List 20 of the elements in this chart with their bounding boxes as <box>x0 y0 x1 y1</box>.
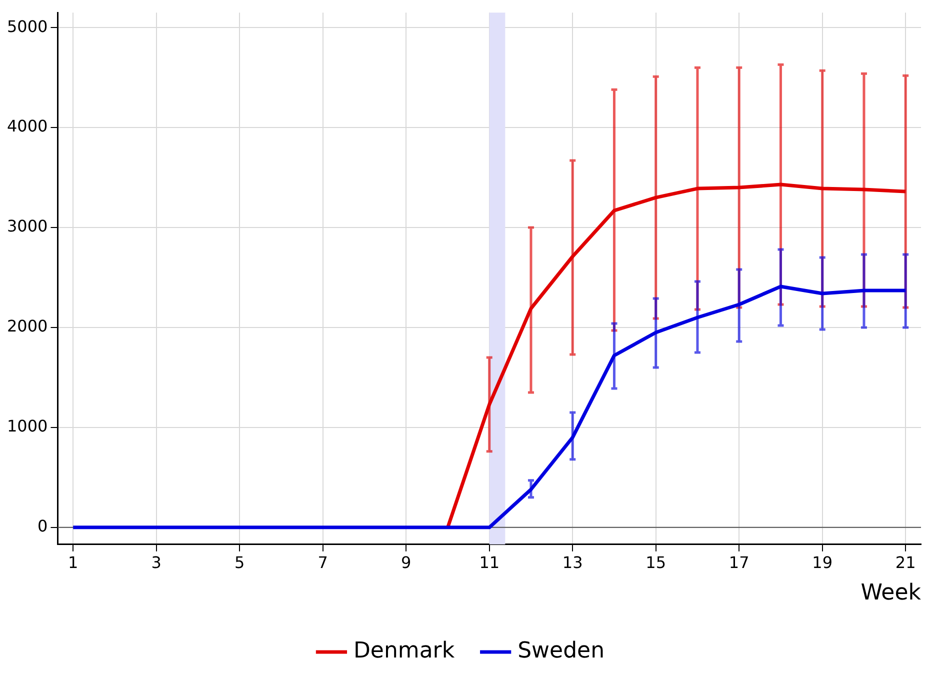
x-tick-label: 13 <box>562 553 583 572</box>
x-tick-label: 1 <box>68 553 78 572</box>
x-tick-label: 9 <box>401 553 412 572</box>
x-tick-label: 5 <box>234 553 245 572</box>
y-tick-label: 1000 <box>7 416 48 436</box>
legend-label: Sweden <box>518 638 605 664</box>
y-tick-label: 5000 <box>7 16 48 36</box>
x-tick-label: 3 <box>151 553 162 572</box>
y-tick-label: 4000 <box>7 116 48 136</box>
y-tick-label: 0 <box>38 516 48 536</box>
x-axis-title: Week <box>860 580 922 606</box>
x-tick-label: 21 <box>895 553 916 572</box>
x-tick-label: 7 <box>318 553 328 572</box>
legend-label: Denmark <box>353 638 455 664</box>
x-tick-label: 17 <box>728 553 750 572</box>
y-tick-label: 3000 <box>7 216 48 236</box>
x-tick-label: 19 <box>812 553 833 572</box>
x-tick-label: 11 <box>479 553 500 572</box>
y-tick-label: 2000 <box>7 316 48 336</box>
x-tick-label: 15 <box>646 553 666 572</box>
